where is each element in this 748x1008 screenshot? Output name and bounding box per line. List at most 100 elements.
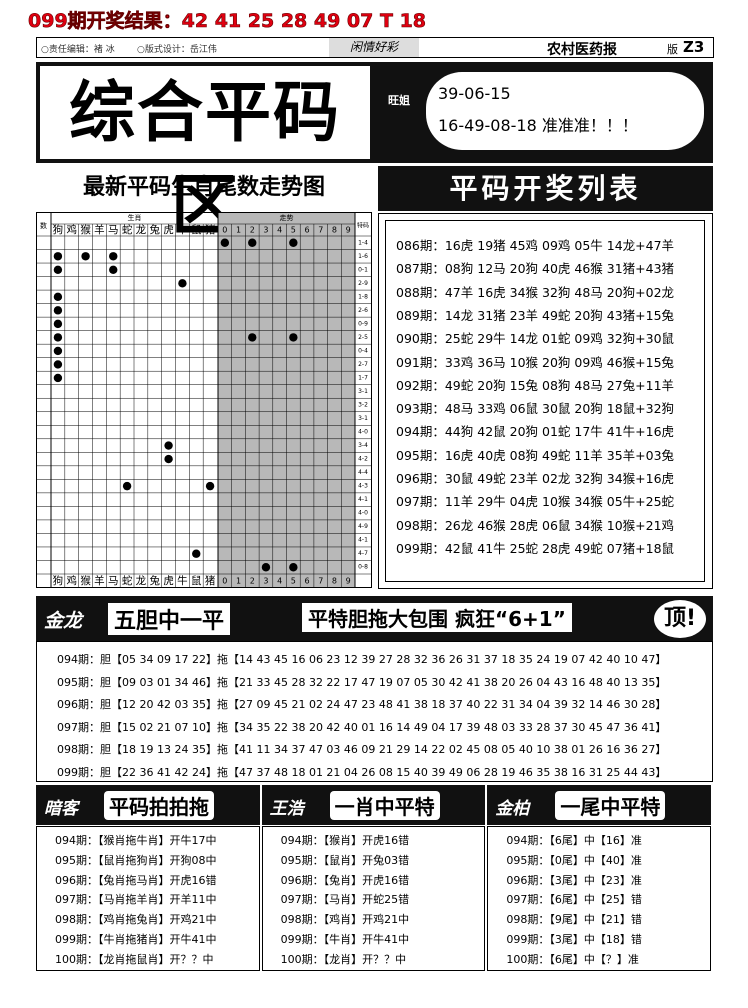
draw-row: 094期：44狗 42鼠 20狗 01蛇 17牛 41牛+16虎 (396, 424, 675, 440)
column-row: 097期：【马肖】开蛇25错 (280, 893, 410, 907)
designer: ○版式设计：岳江伟 (137, 45, 217, 55)
prediction-line: 16-49-08-18 准准准！！！ (438, 116, 638, 135)
author: 金柏 (495, 799, 530, 819)
column-name: 闲情好彩 (329, 38, 419, 57)
draw-row: 089期：14龙 31猪 23羊 49蛇 20狗 43猪+15兔 (396, 307, 675, 323)
special-code: 4-3 (358, 483, 368, 490)
special-code: 4-0 (358, 429, 368, 436)
zodiac-head: 马 (108, 224, 119, 236)
zodiac-head: 虎 (163, 224, 174, 236)
corner: 数 (40, 221, 47, 230)
result-headline: 099期开奖结果：42 41 25 28 49 07 T 18 (28, 10, 427, 33)
zodiac-foot: 兔 (150, 574, 161, 587)
masthead-title: 综合平码区 (40, 66, 370, 244)
draw-row: 097期：11羊 29牛 04虎 10猴 34猴 05牛+25蛇 (396, 494, 675, 510)
special-code: 0-9 (358, 320, 368, 327)
trend-dot (289, 238, 298, 247)
column-row: 098期：【鸡肖拖兔肖】开鸡21中 (55, 913, 217, 927)
trend-dot (164, 454, 173, 464)
zodiac-foot: 猪 (205, 575, 216, 587)
column-list: 094期：【6尾】中【16】准 095期：【0尾】中【40】准 096期：【3尾】中… (487, 826, 711, 971)
trend-dot (53, 292, 63, 302)
masthead: 综合平码区 旺姐 39-06-15 16-49-08-18 准准准！！！ (36, 62, 713, 244)
jinlong-row: 094期：胆【05 34 09 17 22】拖【14 43 45 16 06 2… (57, 653, 667, 666)
special-code: 0-1 (358, 266, 368, 273)
zodiac-foot: 龙 (136, 574, 147, 587)
prediction-line: 39-06-15 (438, 84, 511, 103)
special-code: 2-5 (358, 334, 368, 341)
special-code: 4-7 (358, 550, 368, 557)
draw-row: 090期：25蛇 29牛 14龙 01蛇 09鸡 32狗+30鼠 (396, 331, 675, 347)
draw-row: 086期：16虎 19猪 45鸡 09鸡 05牛 14龙+47羊 (396, 238, 675, 253)
column-row: 099期：【牛肖】开牛41中 (280, 933, 410, 946)
columns: 暗客 平码拍拍拖 094期：【猴肖拖牛肖】开牛17中 095期：【鼠肖拖狗肖】开狗08… (36, 785, 713, 971)
column-row: 097期：【马肖拖羊肖】开羊11中 (55, 893, 217, 907)
section-title: 五胆中一平 (108, 603, 231, 635)
column-row: 097期：【6尾】中【25】错 (506, 893, 642, 907)
column-row: 094期：【猴肖】开虎16错 (280, 834, 410, 847)
trend-dot (261, 563, 271, 572)
special-code: 4-0 (358, 510, 368, 517)
zodiac-head: 猪 (205, 224, 216, 236)
zodiac-head: 牛 (177, 223, 188, 236)
trend-chart: 数生肖 走势特码狗狗鸡鸡猴猴羊羊马马蛇蛇龙龙兔兔虎虎牛牛鼠鼠猪猪001122334… (36, 212, 372, 588)
column-head: 暗客 平码拍拍拖 (36, 785, 260, 825)
draw-row: 091期：33鸡 36马 10猴 20狗 09鸡 46猴+15兔 (396, 354, 675, 370)
column-row: 094期：【猴肖拖牛肖】开牛17中 (55, 834, 217, 847)
list-title: 平码开奖列表 (378, 166, 713, 211)
column-title: 平码拍拍拖 (104, 791, 214, 820)
special-code: 1-7 (358, 374, 368, 381)
digit-foot: 8 (332, 577, 337, 586)
zodiac-foot: 狗 (53, 574, 64, 587)
digit-foot: 5 (291, 577, 296, 586)
trend-dot (53, 319, 63, 329)
zodiac-head: 蛇 (122, 223, 133, 236)
jinlong-row: 097期：胆【15 02 21 07 10】拖【34 35 22 38 20 4… (57, 720, 667, 734)
draw-row: 088期：47羊 16虎 34猴 32狗 48马 20狗+02龙 (396, 284, 675, 300)
digit-head: 4 (277, 226, 282, 235)
special-code: 4-2 (358, 456, 368, 463)
special-code: 1-8 (358, 293, 368, 300)
draw-list: 086期：16虎 19猪 45鸡 09鸡 05牛 14龙+47羊 087期：08狗… (385, 220, 705, 582)
editor: ○责任编辑：褚 冰 (41, 45, 115, 55)
trend-dot (164, 441, 173, 450)
digit-head: 9 (346, 226, 351, 235)
digit-head: 1 (236, 226, 241, 235)
special-code: 1-6 (358, 253, 368, 260)
digit-foot: 9 (346, 577, 351, 586)
trend-dot (220, 238, 230, 247)
trend-dot (289, 563, 298, 572)
special-code: 1-4 (358, 239, 368, 246)
trend-dot (53, 333, 63, 342)
column-title: 一尾中平特 (555, 791, 666, 820)
special-code: 3-4 (358, 442, 368, 449)
digit-foot: 1 (236, 577, 241, 586)
zodiac-head: 兔 (150, 223, 161, 236)
draw-row: 098期：26龙 46猴 28虎 06鼠 34猴 10猴+21鸡 (396, 517, 675, 533)
digit-head: 0 (222, 226, 227, 235)
trend-dot (248, 238, 257, 247)
draw-row: 087期：08狗 12马 20狗 40虎 46猴 31猪+43猪 (396, 261, 675, 277)
column-row: 096期：【3尾】中【23】准 (506, 873, 642, 887)
column-row: 095期：【0尾】中【40】准 (506, 853, 642, 867)
column-row: 096期：【兔肖】开虎16错 (280, 873, 410, 887)
special-code: 0-4 (358, 347, 368, 354)
info-bar: ○责任编辑：褚 冰 ○版式设计：岳江伟 闲情好彩 农村医药报 版 Z3 (36, 37, 714, 58)
special-code: 2-6 (358, 307, 368, 314)
draw-row: 096期：30鼠 49蛇 23羊 02龙 32狗 34猴+16虎 (396, 471, 675, 486)
digit-foot: 7 (318, 577, 323, 586)
special-code: 2-7 (358, 361, 368, 368)
paper-name: 农村医药报 (547, 42, 617, 58)
trend-dot (192, 549, 201, 558)
trend-dot (109, 252, 118, 261)
zodiac-head: 狗 (53, 223, 64, 236)
author: 暗客 (44, 799, 78, 819)
zodiac-foot: 羊 (94, 574, 105, 587)
zodiac-foot: 蛇 (122, 574, 133, 587)
trend-dot (53, 346, 63, 356)
digit-foot: 6 (305, 577, 310, 586)
author: 王浩 (269, 799, 304, 819)
prediction-box: 39-06-15 16-49-08-18 准准准！！！ (426, 72, 704, 150)
zodiac-head: 鼠 (191, 223, 202, 236)
